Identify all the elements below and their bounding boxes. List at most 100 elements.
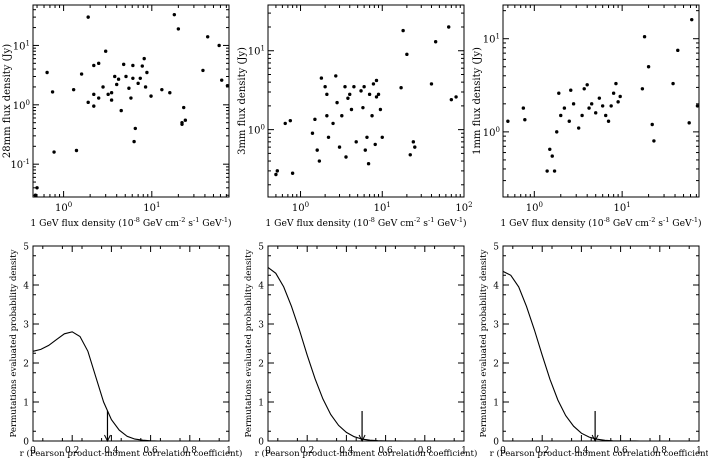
data-point — [399, 86, 403, 90]
data-point — [401, 28, 405, 33]
y-tick-label: 101 — [248, 45, 265, 58]
data-point — [45, 70, 49, 75]
data-point — [365, 135, 369, 139]
data-point — [96, 61, 101, 66]
plot-frame — [502, 4, 700, 198]
data-point — [447, 25, 451, 29]
data-point — [618, 94, 622, 99]
data-point — [331, 121, 335, 126]
plot-frame — [267, 4, 465, 198]
x-tick-label: 0.2 — [535, 446, 549, 456]
x-tick-label: 0 — [265, 446, 271, 456]
x-tick-label: 0.4 — [339, 446, 354, 456]
y-axis-label: Permutations evaluated probability densi… — [244, 249, 254, 437]
data-point — [606, 119, 611, 123]
chart-panel-6: 0 0.2 0.4 0.6 0.8 1 0 1 2 3 4 5 r (Pearson product-m… — [479, 243, 708, 459]
data-point — [671, 81, 675, 86]
data-point — [101, 85, 105, 89]
data-point — [217, 43, 221, 48]
y-tick-label: 4 — [258, 282, 264, 292]
data-point — [597, 96, 602, 100]
y-tick-label: 5 — [23, 243, 29, 253]
y-tick-label: 100 — [13, 99, 30, 112]
data-point — [160, 87, 164, 92]
x-tick-label: 0.4 — [104, 446, 119, 456]
data-point — [220, 78, 224, 82]
data-point — [405, 52, 409, 57]
data-point — [361, 105, 365, 110]
data-point — [35, 186, 39, 190]
data-point — [50, 90, 55, 94]
data-point — [168, 90, 172, 95]
data-point — [317, 159, 322, 163]
chart-panel-2: 100 101 102 100 101 1 GeV flux density (10-8 … — [237, 4, 473, 229]
data-point — [115, 82, 119, 87]
data-point — [594, 111, 598, 115]
data-point — [201, 68, 205, 73]
data-point — [580, 113, 584, 118]
data-point — [180, 120, 184, 125]
data-point — [650, 122, 654, 127]
data-point — [138, 76, 142, 80]
x-tick-label: 0.6 — [143, 446, 158, 456]
data-point — [143, 85, 148, 89]
data-point — [121, 62, 126, 67]
data-point — [611, 91, 616, 95]
data-point — [559, 113, 563, 118]
data-point — [569, 88, 573, 92]
data-point — [74, 148, 79, 153]
x-tick-label: 0.8 — [418, 446, 433, 456]
data-point — [343, 85, 347, 89]
data-point — [129, 96, 133, 100]
data-point — [363, 148, 367, 152]
y-tick-label: 3 — [23, 321, 29, 331]
y-axis-label: Permutations evaluated probability densi… — [479, 249, 489, 437]
data-point — [92, 92, 96, 97]
x-tick-label: 1 — [696, 446, 702, 456]
data-point — [288, 118, 293, 123]
y-tick-label: 0 — [258, 438, 264, 448]
data-point — [142, 56, 146, 61]
data-point — [335, 100, 339, 105]
y-tick-label: 100 — [248, 124, 265, 137]
data-point — [127, 86, 131, 90]
data-point — [182, 105, 186, 110]
data-point — [315, 148, 319, 152]
data-point — [449, 97, 454, 102]
data-point — [349, 107, 354, 112]
data-point — [103, 49, 108, 53]
data-point — [429, 82, 434, 86]
x-tick-label: 101 — [614, 201, 631, 214]
data-point — [506, 119, 510, 123]
data-point — [325, 92, 329, 97]
x-tick-label: 100 — [526, 201, 543, 214]
data-point — [79, 72, 84, 76]
data-point — [33, 193, 38, 197]
chart-panel-4: 0 0.2 0.4 0.6 0.8 1 0 1 2 3 4 5 r (Pearson product-m… — [9, 243, 242, 459]
data-point — [183, 118, 188, 122]
y-tick-label: 100 — [483, 126, 500, 139]
data-point — [116, 77, 121, 81]
x-tick-label: 101 — [143, 201, 160, 214]
data-point — [354, 140, 358, 144]
y-axis-label: 28mm flux density (Jy) — [2, 44, 13, 158]
data-point — [362, 85, 366, 89]
data-point — [380, 135, 384, 139]
data-point — [176, 27, 181, 31]
data-point — [367, 92, 372, 97]
data-point — [52, 150, 56, 154]
x-tick-label: 101 — [374, 201, 391, 214]
y-tick-label: 10-1 — [10, 158, 30, 171]
y-axis-label: Permutations evaluated probability densi… — [9, 249, 19, 437]
plot-frame — [267, 245, 465, 442]
data-point — [283, 121, 287, 126]
y-tick-label: 0 — [493, 438, 499, 448]
data-point — [113, 74, 117, 79]
x-tick-label: 0.8 — [183, 446, 198, 456]
data-point — [576, 126, 581, 130]
data-point — [109, 90, 114, 95]
data-point — [92, 63, 96, 68]
data-point — [545, 169, 549, 173]
data-point — [604, 113, 608, 118]
